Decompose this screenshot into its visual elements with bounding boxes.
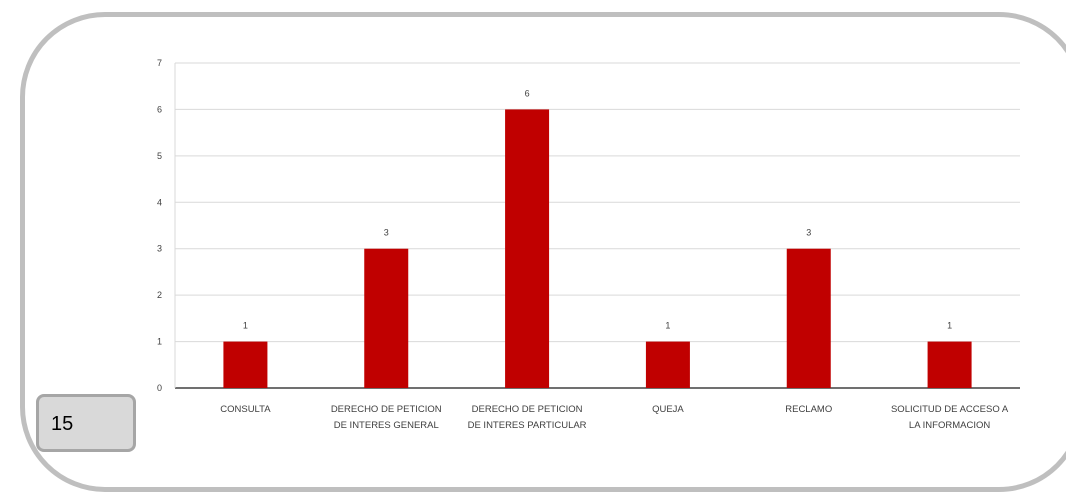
y-tick-label: 7 [157,58,162,68]
x-tick-label: DERECHO DE PETICION [472,404,583,415]
x-axis-ticks: CONSULTA DERECHO DE PETICION DE INTERES GE… [220,404,1009,431]
data-label: 3 [384,228,389,238]
data-label: 3 [806,228,811,238]
data-label: 1 [947,321,952,331]
data-labels: 1 3 6 1 3 1 [243,88,952,330]
y-tick-label: 6 [157,104,162,114]
page-number: 15 [51,413,74,435]
page-number-badge: 15 [36,394,136,452]
x-tick-label: DERECHO DE PETICION [331,404,442,415]
x-tick-label: RECLAMO [785,404,832,415]
bar [364,248,409,388]
data-label: 1 [665,321,670,331]
y-axis-ticks: 0 1 2 3 4 5 6 7 [157,58,162,393]
bar [223,341,268,388]
x-tick-label: SOLICITUD DE ACCESO A [891,404,1009,415]
bar [505,109,550,388]
y-tick-label: 3 [157,244,162,254]
x-tick-label: QUEJA [652,404,684,415]
x-tick-label: CONSULTA [220,404,271,415]
bar-chart: 0 1 2 3 4 5 6 7 1 3 6 1 3 1 CONSULTA DERECHO DE PETIC… [157,58,1020,431]
y-tick-label: 4 [157,197,162,207]
data-label: 1 [243,321,248,331]
y-tick-label: 1 [157,337,162,347]
y-tick-label: 0 [157,383,162,393]
x-tick-label: DE INTERES PARTICULAR [468,420,587,431]
bar [786,248,831,388]
y-tick-label: 2 [157,290,162,300]
data-label: 6 [525,88,530,98]
bars [223,109,972,388]
gridlines [174,62,1020,389]
bar [645,341,690,388]
x-tick-label: DE INTERES GENERAL [334,420,439,431]
x-tick-label: LA INFORMACION [909,420,990,431]
bar [927,341,972,388]
y-tick-label: 5 [157,151,162,161]
